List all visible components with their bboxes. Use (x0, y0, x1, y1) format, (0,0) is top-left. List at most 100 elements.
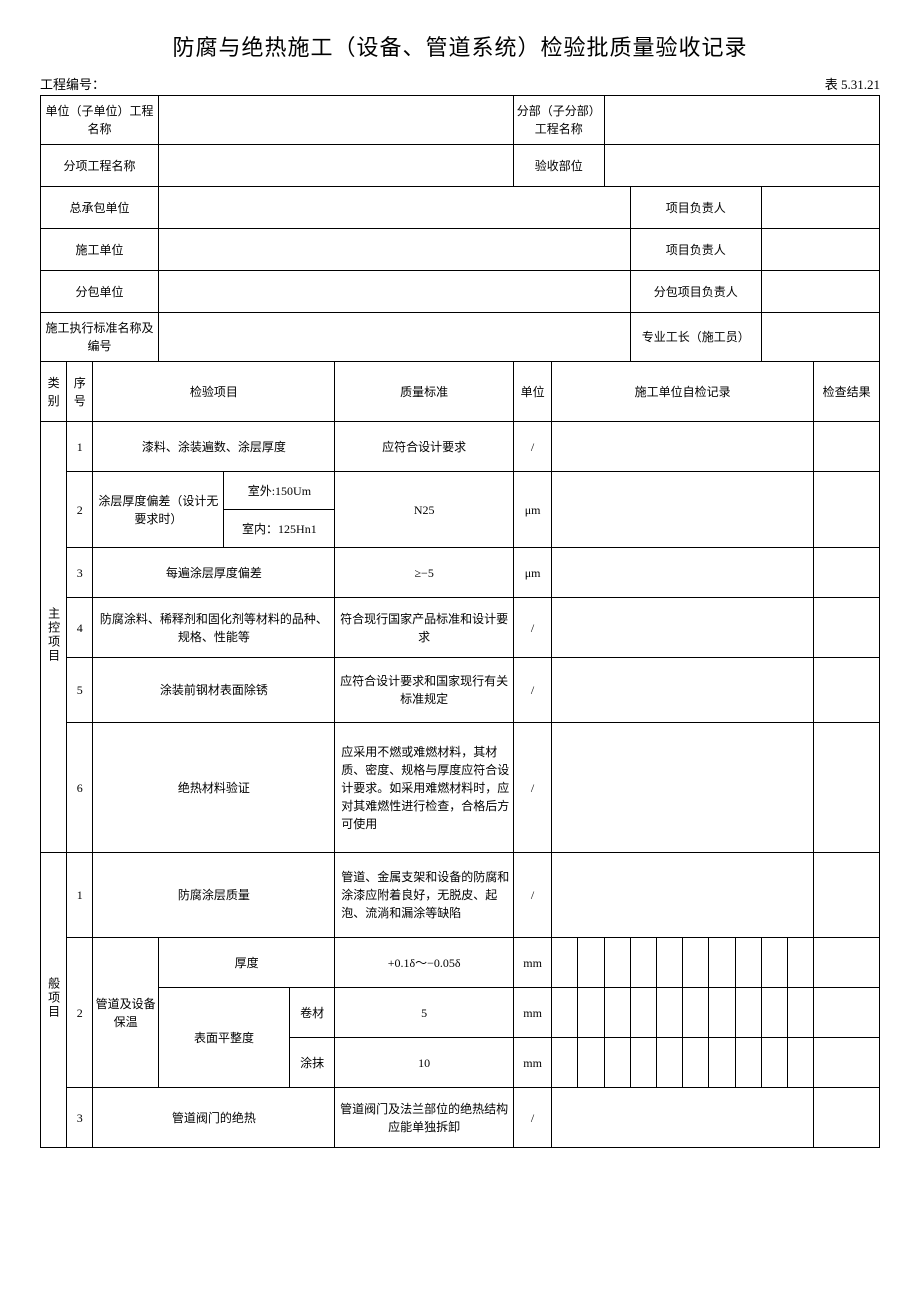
pm-label-1: 项目负责人 (630, 187, 761, 229)
table-row (683, 938, 709, 988)
table-row: 室外:150Um (224, 472, 335, 510)
table-row (604, 988, 630, 1038)
subcontractor-value (158, 271, 630, 313)
table-row (578, 938, 604, 988)
th-category: 类别 (41, 362, 67, 422)
table-row: 涂装前钢材表面除锈 (93, 658, 335, 723)
th-item: 检验项目 (93, 362, 335, 422)
table-row: / (514, 723, 552, 853)
accept-dept-label: 验收部位 (514, 145, 605, 187)
table-row (552, 853, 814, 938)
table-row: 室内：125Hn1 (224, 510, 335, 548)
table-row: 3 (67, 548, 93, 598)
table-row (709, 938, 735, 988)
table-row: 2 (67, 938, 93, 1088)
table-row (814, 472, 880, 548)
accept-dept-value (604, 145, 879, 187)
table-row (814, 853, 880, 938)
table-row: 管道阀门的绝热 (93, 1088, 335, 1148)
page-title: 防腐与绝热施工（设备、管道系统）检验批质量验收记录 (40, 30, 880, 62)
table-row: 1 (67, 422, 93, 472)
foreman-label: 专业工长（施工员） (630, 313, 761, 362)
table-row (709, 1038, 735, 1088)
cat-general: 般项目 (41, 853, 67, 1148)
th-seq: 序号 (67, 362, 93, 422)
table-no: 表 5.31.21 (825, 74, 880, 93)
sub-pm-value (761, 271, 879, 313)
general-contractor-value (158, 187, 630, 229)
table-row (814, 1088, 880, 1148)
table-row: 2 (67, 472, 93, 548)
table-row (814, 723, 880, 853)
table-row: 厚度 (158, 938, 334, 988)
table-row (630, 1038, 656, 1088)
project-no-label: 工程编号： (40, 74, 105, 93)
table-row (735, 1038, 761, 1088)
table-row (552, 598, 814, 658)
foreman-value (761, 313, 879, 362)
table-row (630, 988, 656, 1038)
table-row: 每遍涂层厚度偏差 (93, 548, 335, 598)
table-row (552, 988, 578, 1038)
th-result: 检查结果 (814, 362, 880, 422)
table-row: ≥−5 (335, 548, 514, 598)
constructor-label: 施工单位 (41, 229, 159, 271)
pm-value-1 (761, 187, 879, 229)
sub-pm-label: 分包项目负责人 (630, 271, 761, 313)
table-row (814, 658, 880, 723)
th-std: 质量标准 (335, 362, 514, 422)
table-row: mm (514, 938, 552, 988)
table-row: 绝热材料验证 (93, 723, 335, 853)
table-row (578, 988, 604, 1038)
table-row (787, 938, 813, 988)
table-row: 涂抹 (290, 1038, 335, 1088)
table-row: 1 (67, 853, 93, 938)
th-unit: 单位 (514, 362, 552, 422)
table-row: 表面平整度 (158, 988, 289, 1088)
table-row (552, 1038, 578, 1088)
inspection-table: 单位（子单位）工程名称 分部（子分部）工程名称 分项工程名称 验收部位 总承包单… (40, 95, 880, 1148)
table-row: 符合现行国家产品标准和设计要求 (335, 598, 514, 658)
table-row: 管道、金属支架和设备的防腐和涂漆应附着良好，无脱皮、起泡、流淌和漏涂等缺陷 (335, 853, 514, 938)
table-row (578, 1038, 604, 1088)
part-sub-value (604, 96, 879, 145)
table-row (552, 1088, 814, 1148)
table-row (552, 422, 814, 472)
table-row (683, 988, 709, 1038)
table-row: 5 (335, 988, 514, 1038)
cat-main: 主控项目 (41, 422, 67, 853)
constructor-value (158, 229, 630, 271)
part-sub-label: 分部（子分部）工程名称 (514, 96, 605, 145)
table-row: μm (514, 548, 552, 598)
table-row: N25 (335, 472, 514, 548)
pm-label-2: 项目负责人 (630, 229, 761, 271)
table-row: / (514, 853, 552, 938)
table-row: 应符合设计要求 (335, 422, 514, 472)
table-row (552, 723, 814, 853)
table-row (552, 548, 814, 598)
table-row (814, 548, 880, 598)
table-row (735, 988, 761, 1038)
table-row: 3 (67, 1088, 93, 1148)
table-row: 5 (67, 658, 93, 723)
unit-sub-value (158, 96, 513, 145)
table-row (814, 988, 880, 1038)
th-self-check: 施工单位自检记录 (552, 362, 814, 422)
table-row: 4 (67, 598, 93, 658)
table-row: 6 (67, 723, 93, 853)
table-row: mm (514, 1038, 552, 1088)
sub-item-label: 分项工程名称 (41, 145, 159, 187)
table-row (787, 988, 813, 1038)
table-row (604, 938, 630, 988)
table-row (814, 598, 880, 658)
table-row (814, 938, 880, 988)
table-row: +0.1δ～−0.05δ (335, 938, 514, 988)
table-row: / (514, 598, 552, 658)
table-row: / (514, 658, 552, 723)
table-row (552, 658, 814, 723)
table-row (552, 938, 578, 988)
table-row: 10 (335, 1038, 514, 1088)
table-row: / (514, 422, 552, 472)
table-row: μm (514, 472, 552, 548)
table-row: 应符合设计要求和国家现行有关标准规定 (335, 658, 514, 723)
